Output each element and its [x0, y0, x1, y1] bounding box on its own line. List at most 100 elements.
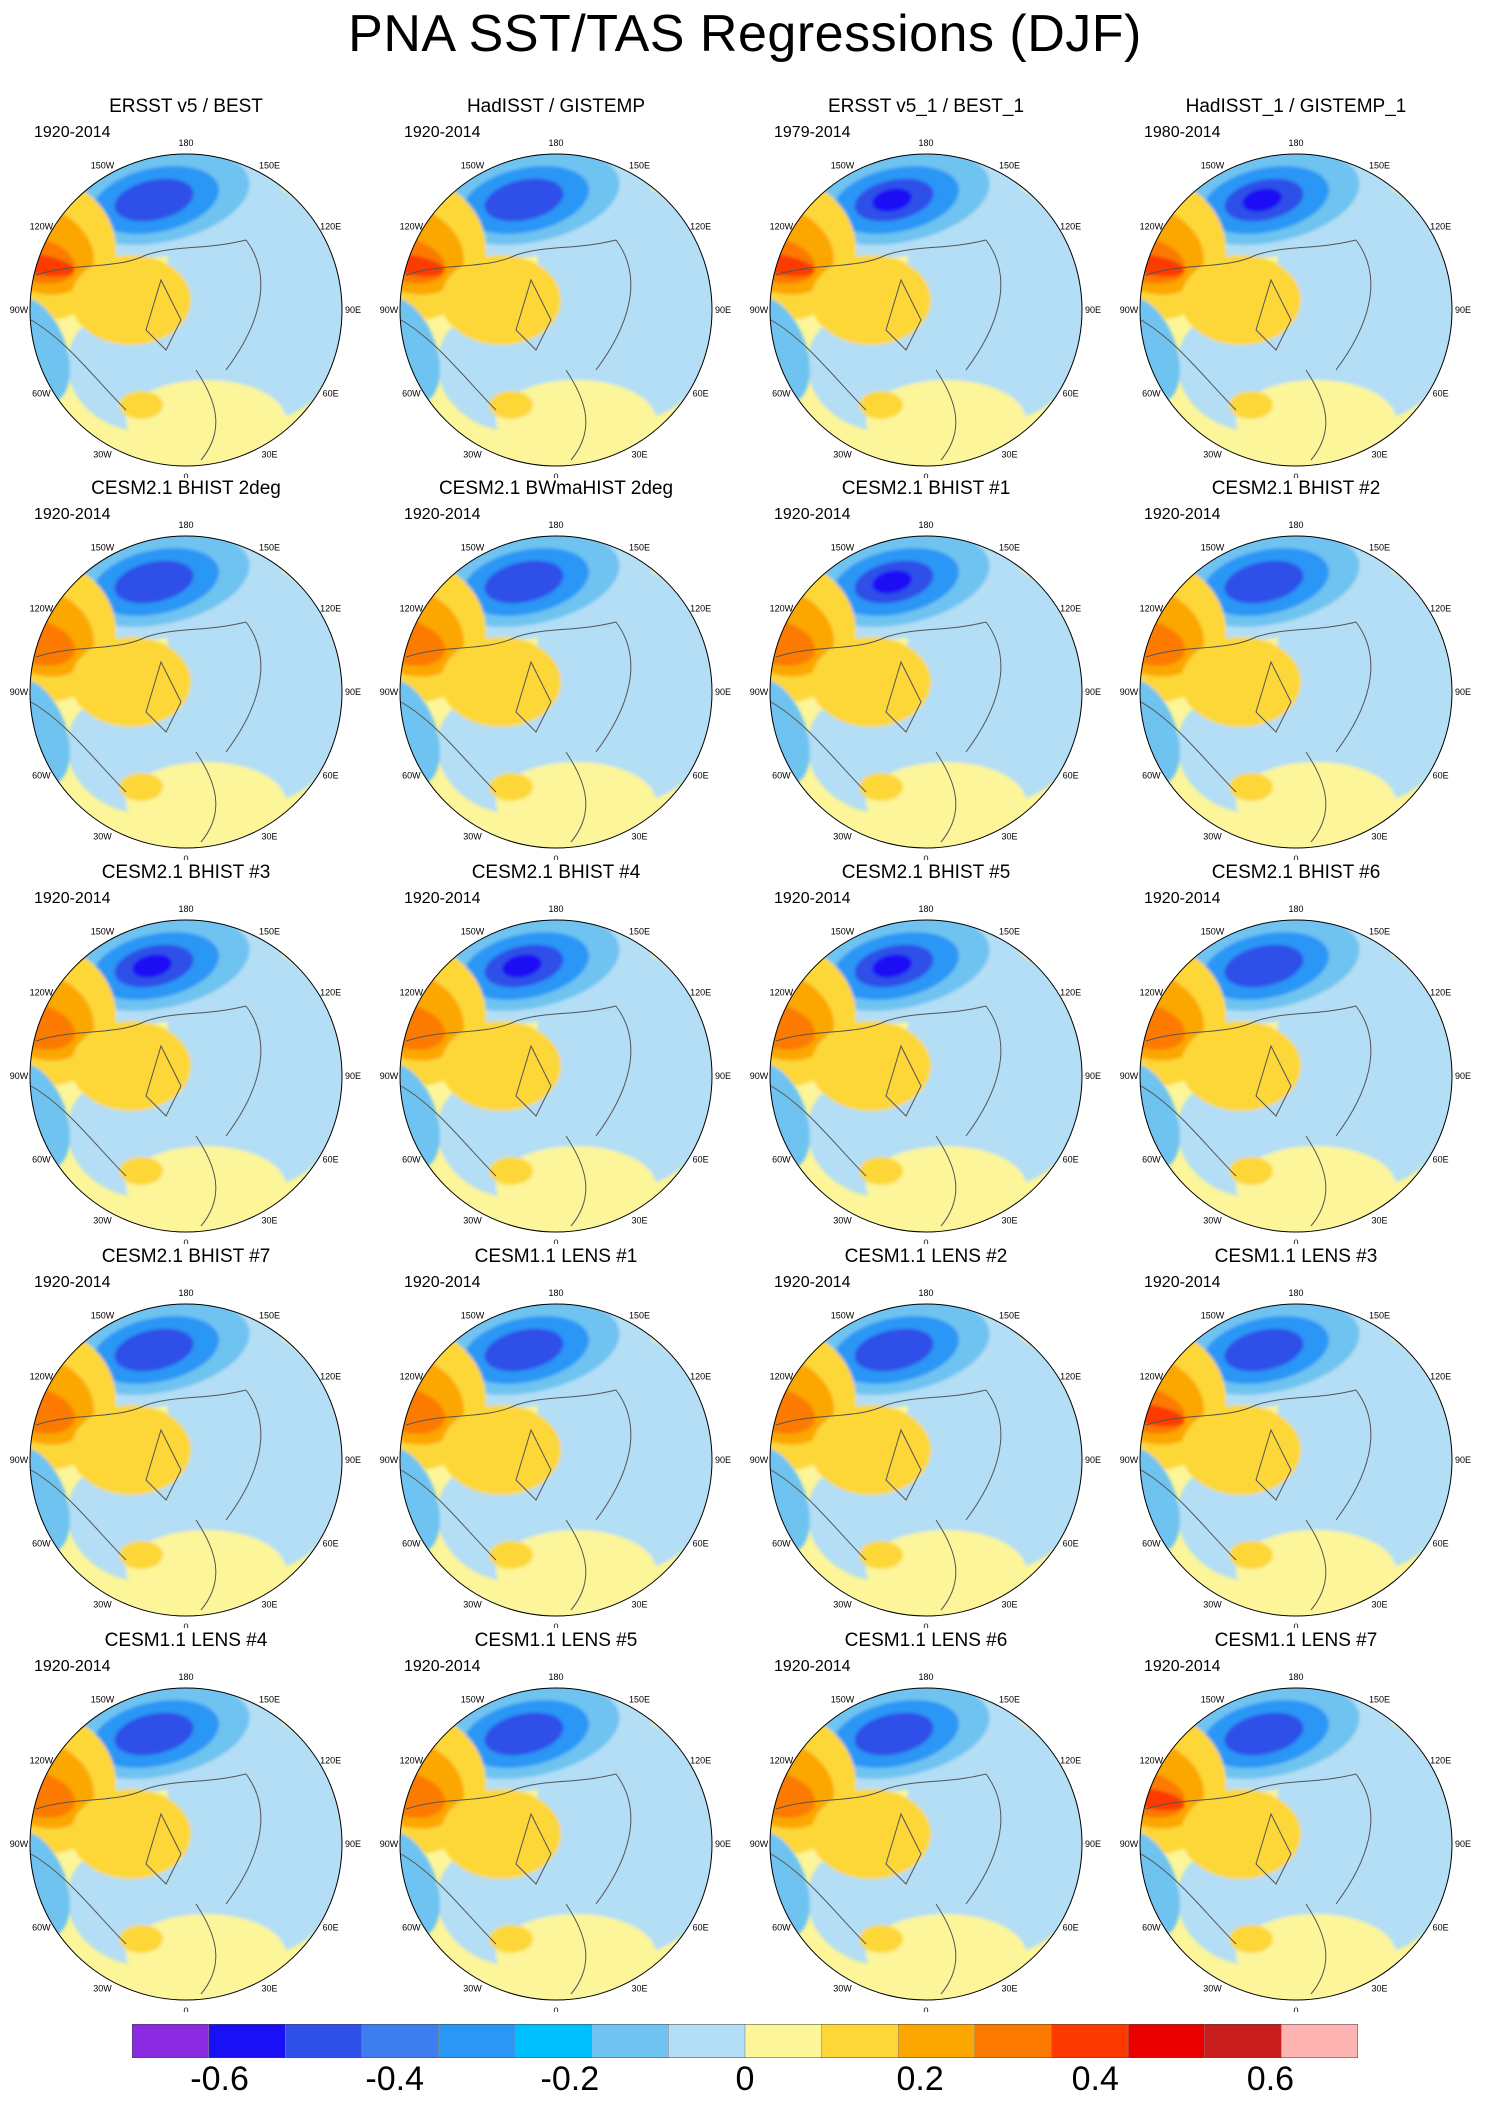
longitude-label: 0 [923, 472, 928, 478]
longitude-label: 120E [1430, 1756, 1451, 1766]
longitude-label: 0 [1293, 2006, 1298, 2012]
coast-america-east [30, 1085, 127, 1177]
coast-america-east [30, 1853, 127, 1945]
panel-title: CESM1.1 LENS #4 [104, 1630, 268, 1651]
longitude-label: 90E [715, 305, 731, 315]
map-field [30, 154, 342, 466]
pacific-cool-peak [1242, 188, 1282, 212]
atlantic-warm [1229, 773, 1273, 801]
longitude-label: 60W [1142, 771, 1161, 781]
panel-title: CESM2.1 BHIST 2deg [91, 478, 281, 499]
coast-bering [405, 1005, 617, 1042]
longitude-label: 60W [402, 1539, 421, 1549]
coast-greenland [1255, 1044, 1292, 1117]
longitude-label: 120E [1430, 222, 1451, 232]
panel-title: CESM1.1 LENS #1 [474, 1246, 638, 1267]
longitude-label: 60W [402, 389, 421, 399]
coast-siberia [1335, 239, 1372, 371]
polar-map: 180 150E 120E 90E 60E 30E 0 30W 60W 90W 120W 150W [380, 1672, 731, 2012]
coast-bering [35, 1005, 247, 1042]
longitude-label: 120E [1430, 604, 1451, 614]
longitude-label: 90W [10, 1455, 29, 1465]
colorbar-tick-label: 0 [735, 2060, 755, 2098]
panel-period: 1920-2014 [34, 506, 111, 523]
map-field [1140, 1688, 1452, 2000]
arctic-warm [441, 255, 561, 345]
map-panel: CESM2.1 BHIST #2 1920-2014 180 150E 120E 90E 6… [1110, 478, 1482, 860]
longitude-label: 120E [1060, 1756, 1081, 1766]
map-field [400, 920, 712, 1232]
atlantic-warm [1229, 1925, 1273, 1953]
coast-america-east [400, 1085, 497, 1177]
coast-greenland [145, 1812, 182, 1885]
america-warm-core [1140, 253, 1185, 277]
panel-title: CESM1.1 LENS #2 [844, 1246, 1008, 1267]
pacific-cool-peak [502, 954, 542, 978]
polar-map: 180 150E 120E 90E 60E 30E 0 30W 60W 90W 120W 150W [750, 520, 1101, 860]
coastlines [400, 239, 632, 461]
pacific-cool-core [114, 560, 194, 604]
longitude-label: 150W [1201, 1694, 1225, 1704]
pacific-cool-peak [872, 570, 912, 594]
polar-map: 180 150E 120E 90E 60E 30E 0 30W 60W 90W 120W 150W [10, 904, 361, 1244]
longitude-label: 90E [1455, 1839, 1471, 1849]
map-boundary [769, 919, 1083, 1233]
panel-period: 1920-2014 [1144, 506, 1221, 523]
longitude-label: 90W [380, 1455, 399, 1465]
coast-bering [775, 1005, 987, 1042]
panel-period: 1920-2014 [774, 1658, 851, 1675]
panel-period: 1920-2014 [404, 506, 481, 523]
atlantic-warm [489, 391, 533, 419]
pacific-cool-core [114, 178, 194, 222]
coast-bering [35, 1773, 247, 1810]
longitude-label: 120W [400, 604, 424, 614]
pacific-cool-core [114, 1328, 194, 1372]
gulf-cool [400, 1447, 440, 1553]
coast-america-east [770, 1085, 867, 1177]
coast-america-east [400, 701, 497, 793]
longitude-label: 60W [772, 1539, 791, 1549]
longitude-label: 60W [772, 771, 791, 781]
longitude-label: 90E [345, 1071, 361, 1081]
gulf-cool [1140, 679, 1180, 785]
warm-region-south [126, 1146, 286, 1226]
longitude-label: 0 [1293, 1622, 1298, 1628]
longitude-label: 180 [548, 904, 563, 914]
map-field [1140, 920, 1452, 1232]
longitude-label: 60W [32, 1155, 51, 1165]
longitude-label: 90E [1085, 1071, 1101, 1081]
colorbar-swatch [1051, 2024, 1129, 2058]
coastlines [770, 1773, 1002, 1995]
coastlines [30, 239, 262, 461]
colorbar-labels: -0.6 -0.4 -0.2 0 0.2 0.4 0.6 [0, 2060, 1490, 2106]
coast-siberia [965, 621, 1002, 753]
polar-map: 180 150E 120E 90E 60E 30E 0 30W 60W 90W 120W 150W [750, 904, 1101, 1244]
longitude-label: 30W [93, 1216, 112, 1226]
longitude-label: 60E [693, 771, 709, 781]
longitude-label: 120E [1430, 1372, 1451, 1382]
longitude-label: 30W [1203, 1600, 1222, 1610]
coast-siberia [595, 621, 632, 753]
coast-siberia [965, 1389, 1002, 1521]
longitude-label: 120E [690, 604, 711, 614]
polar-map: 180 150E 120E 90E 60E 30E 0 30W 60W 90W 120W 150W [750, 138, 1101, 478]
longitude-label: 150W [1201, 160, 1225, 170]
panel-period: 1920-2014 [1144, 890, 1221, 907]
coast-greenland [885, 278, 922, 351]
polar-map: 180 150E 120E 90E 60E 30E 0 30W 60W 90W 120W 150W [750, 1672, 1101, 2012]
longitude-label: 60W [772, 1155, 791, 1165]
warm-region-south [1236, 1530, 1396, 1610]
coastlines [30, 1005, 262, 1227]
panel-period: 1920-2014 [774, 506, 851, 523]
longitude-label: 90W [10, 687, 29, 697]
panel-title: ERSST v5_1 / BEST_1 [827, 96, 1025, 117]
colorbar-tick-label: -0.2 [540, 2060, 600, 2098]
coast-europe [1305, 1519, 1327, 1611]
longitude-label: 90W [750, 1071, 769, 1081]
coast-greenland [515, 1812, 552, 1885]
longitude-label: 150E [629, 1694, 650, 1704]
longitude-label: 120W [30, 604, 54, 614]
map-panel: ERSST v5 / BEST 1920-2014 180 150E 120E 90E 60… [0, 96, 372, 478]
colorbar-swatch [1204, 2024, 1282, 2058]
panel-title: CESM2.1 BHIST #5 [841, 862, 1011, 883]
